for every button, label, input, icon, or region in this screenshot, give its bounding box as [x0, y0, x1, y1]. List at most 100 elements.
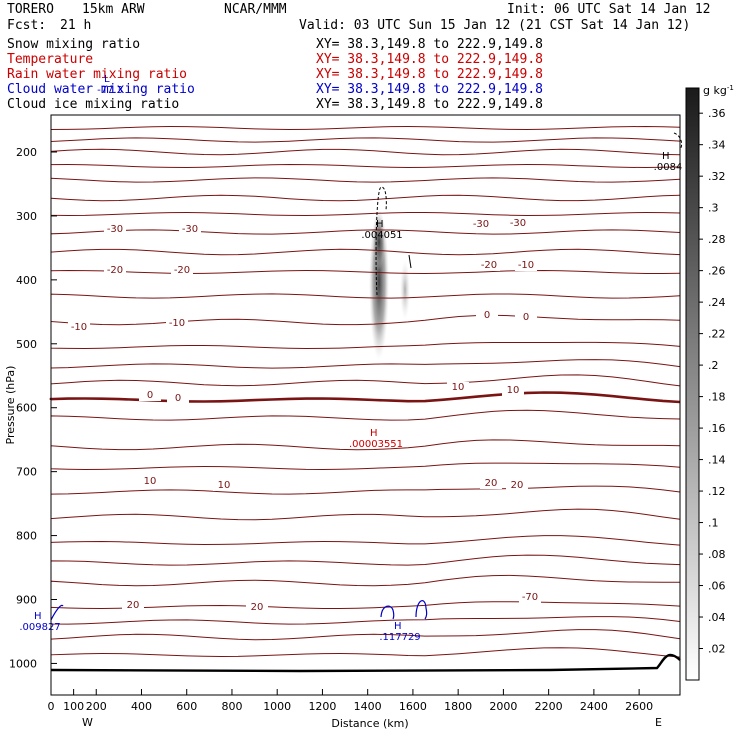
field-cross-section-coords: XY= 38.3,149.8 to 222.9,149.8 [316, 67, 543, 82]
special-contours [50, 132, 683, 673]
temperature-label: -10 [68, 322, 90, 333]
temperature-label: 20 [480, 478, 502, 489]
svg-text:20: 20 [251, 602, 264, 613]
svg-text:-30: -30 [107, 224, 123, 235]
x-axis: 0 100 200 400 600 800 1000 1200 1400 1600 1800 2000… [48, 689, 653, 713]
colorbar-tick-label: .1 [708, 517, 719, 530]
cloud-water-contour-1 [380, 605, 395, 620]
colorbar-tick-label: .36 [708, 107, 726, 120]
temperature-contour-line [50, 359, 681, 369]
snow-secondary [400, 260, 410, 320]
field-cross-section-coords: XY= 38.3,149.8 to 222.9,149.8 [316, 52, 543, 67]
y-tick-label: 700 [16, 466, 37, 479]
temperature-contour-line [50, 293, 681, 299]
colorbar-tick-label: .02 [708, 643, 726, 656]
temperature-label: -10 [166, 318, 188, 329]
temperature-label: -20 [171, 265, 193, 276]
extremum-label: H.117729 [379, 621, 420, 643]
x-tick-label: 1000 [263, 700, 291, 713]
temperature-contour-line [50, 409, 681, 421]
field-cross-section-coords: XY= 38.3,149.8 to 222.9,149.8 [316, 97, 543, 112]
temperature-label: 10 [139, 476, 161, 487]
colorbar-units: g kg-1 [703, 84, 734, 97]
x-tick-label: 800 [221, 700, 242, 713]
temperature-contour-line [50, 314, 681, 326]
svg-text:-10: -10 [518, 260, 534, 271]
temperature-contour-line [50, 125, 681, 131]
temperature-contour-line [50, 535, 681, 546]
temperature-contour-line [50, 439, 681, 451]
x-tick-label: 400 [131, 700, 152, 713]
svg-text:-20: -20 [107, 265, 123, 276]
temperature-labels: -30 -30 -30 -30 -20 -20 -20 -10 -10 -10 0 0 0 0 10 10 10… [68, 218, 541, 613]
y-tick-label: 1000 [9, 657, 37, 670]
snow-small-contour [408, 254, 412, 269]
svg-text:0: 0 [175, 393, 181, 404]
extremum-mark: L [104, 74, 110, 85]
extremum-label: H.00003551 [349, 428, 403, 450]
y-tick-label: 900 [16, 594, 37, 607]
fields-list: Snow mixing ratio XY= 38.3,149.8 to 222.9… [7, 37, 543, 112]
extremum-value: .117729 [379, 632, 420, 643]
plot-area: -30 -30 -30 -30 -20 -20 -20 -10 -10 -10 0 0 0 0 10 10 10… [19, 74, 683, 696]
field-name: Cloud water mixing ratio [7, 82, 195, 97]
agency-label: NCAR/MMM [224, 2, 287, 17]
colorbar-tick-label: .24 [708, 296, 726, 309]
temperature-contour-line [50, 374, 681, 387]
field-cross-section-coords: XY= 38.3,149.8 to 222.9,149.8 [316, 82, 543, 97]
temperature-contour-line [50, 137, 681, 143]
colorbar-ticks: .36 .34 .32 .3 .28 .26 .24 .22 .2 .18 .16 .14 .12 .1.… [699, 107, 726, 656]
valid-time: Valid: 03 UTC Sun 15 Jan 12 (21 CST Sat … [299, 18, 690, 33]
model-name: TORERO [7, 2, 54, 17]
temperature-label: 0 [139, 390, 161, 401]
cloud-ice-contour [375, 186, 387, 296]
west-label: W [82, 716, 93, 729]
temperature-contour-line [50, 508, 681, 521]
svg-text:0: 0 [523, 312, 529, 323]
plot-frame [50, 114, 681, 696]
temperature-label: 10 [213, 480, 235, 491]
colorbar-tick-label: .04 [708, 611, 726, 624]
extremum-label: H.0084 [654, 151, 683, 173]
extremum-label: L-77.3 [97, 74, 123, 96]
y-tick-label: 600 [16, 402, 37, 415]
svg-text:-20: -20 [174, 265, 190, 276]
temperature-label: -20 [478, 260, 500, 271]
x-tick-label: 1200 [308, 700, 336, 713]
extremum-mark: H [394, 621, 402, 632]
x-tick-label: 1400 [354, 700, 382, 713]
east-label: E [655, 716, 662, 729]
colorbar-tick-label: .22 [708, 328, 726, 341]
colorbar-tick-label: .18 [708, 391, 726, 404]
svg-text:10: 10 [452, 382, 465, 393]
svg-text:-30: -30 [510, 218, 526, 229]
colorbar-tick-label: .28 [708, 233, 726, 246]
x-tick-label: 1600 [399, 700, 427, 713]
init-time: Init: 06 UTC Sat 14 Jan 12 [507, 2, 711, 17]
y-tick-label: 200 [16, 146, 37, 159]
colorbar-units-exponent: -1 [727, 84, 734, 92]
x-tick-label: 1800 [444, 700, 472, 713]
extremum-mark: H [376, 219, 384, 230]
x-tick-label: 2000 [489, 700, 517, 713]
x-tick-label: 0 [48, 700, 55, 713]
temperature-label: 20 [246, 602, 268, 613]
temperature-contour-line [50, 574, 681, 587]
temperature-label: -30 [179, 224, 201, 235]
y-tick-label: 300 [16, 210, 37, 223]
field-name: Cloud ice mixing ratio [7, 97, 179, 112]
temperature-label: 0 [515, 312, 537, 323]
extrema-labels: H.004051H.0084H.00003551H.117729H.009827… [19, 74, 682, 643]
temperature-label: 0 [476, 310, 498, 321]
svg-text:-10: -10 [71, 322, 87, 333]
temperature-label: 10 [447, 382, 469, 393]
x-tick-label: 2200 [535, 700, 563, 713]
extremum-mark: H [370, 428, 378, 439]
temperature-contour-line [50, 248, 681, 256]
svg-text:-70: -70 [522, 592, 538, 603]
cloud-water-contour-2 [415, 600, 428, 620]
temperature-label: -20 [104, 265, 126, 276]
colorbar-tick-label: .3 [708, 202, 719, 215]
extremum-value: -77.3 [97, 85, 123, 96]
